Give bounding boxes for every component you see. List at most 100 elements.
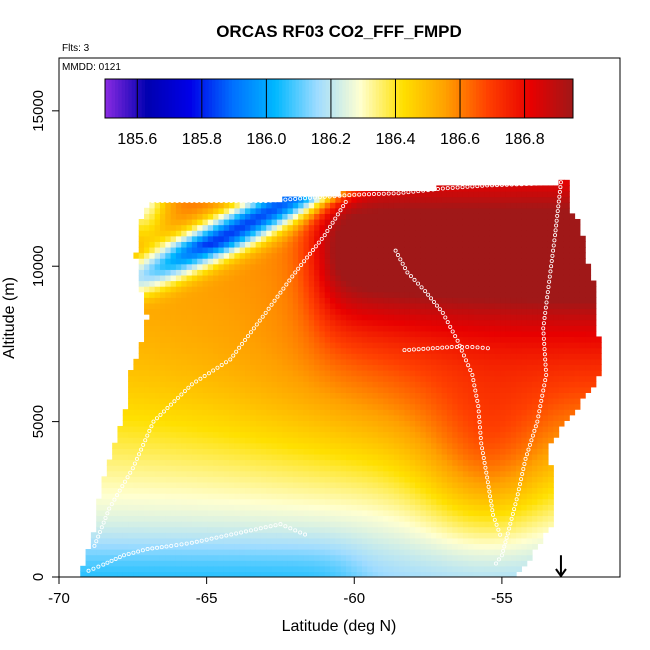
heatmap-cell: [489, 252, 496, 259]
heatmap-cell: [276, 549, 283, 556]
heatmap-cell: [106, 554, 113, 561]
heatmap-cell: [452, 330, 459, 338]
heatmap-cell: [420, 325, 427, 332]
heatmap-cell: [431, 509, 437, 517]
heatmap-cell: [202, 487, 209, 494]
heatmap-cell: [138, 269, 145, 276]
heatmap-cell: [175, 342, 182, 349]
heatmap-cell: [234, 420, 241, 427]
heatmap-cell: [388, 246, 395, 254]
heatmap-cell: [239, 549, 246, 556]
heatmap-cell: [276, 565, 283, 572]
heatmap-cell: [452, 515, 459, 522]
heatmap-cell: [377, 241, 384, 248]
heatmap-cell: [468, 403, 475, 410]
heatmap-cell: [372, 325, 379, 332]
heatmap-cell: [144, 375, 150, 382]
heatmap-cell: [117, 565, 124, 572]
heatmap-cell: [218, 202, 225, 209]
heatmap-cell: [144, 498, 150, 505]
heatmap-cell: [149, 521, 156, 528]
heatmap-cell: [133, 370, 140, 377]
heatmap-cell: [473, 470, 480, 477]
heatmap-cell: [404, 297, 411, 304]
heatmap-cell: [282, 504, 289, 511]
heatmap-cell: [292, 515, 299, 522]
heatmap-cell: [298, 515, 305, 522]
heatmap-cell: [383, 263, 390, 270]
heatmap-cell: [361, 442, 368, 449]
heatmap-cell: [276, 509, 283, 517]
heatmap-cell: [186, 493, 193, 500]
heatmap-cell: [324, 543, 331, 550]
heatmap-cell: [287, 218, 294, 226]
heatmap-cell: [245, 224, 251, 231]
heatmap-cell: [361, 453, 368, 461]
heatmap-cell: [165, 453, 172, 461]
heatmap-cell: [452, 241, 459, 248]
heatmap-cell: [324, 308, 331, 315]
heatmap-cell: [266, 207, 273, 214]
heatmap-cell: [505, 353, 512, 360]
heatmap-cell: [478, 347, 485, 354]
heatmap-cell: [372, 537, 379, 545]
heatmap-cell: [484, 213, 491, 220]
heatmap-cell: [457, 403, 464, 410]
heatmap-cell: [377, 235, 384, 242]
heatmap-cell: [446, 543, 453, 550]
heatmap-cell: [335, 364, 342, 371]
heatmap-cell: [234, 207, 241, 214]
heatmap-cell: [266, 274, 273, 282]
heatmap-cell: [346, 571, 352, 577]
heatmap-cell: [271, 314, 278, 321]
heatmap-cell: [500, 235, 507, 242]
heatmap-cell: [319, 353, 326, 360]
heatmap-cell: [255, 425, 262, 433]
heatmap-cell: [425, 330, 432, 338]
heatmap-cell: [319, 314, 326, 321]
heatmap-cell: [282, 554, 289, 561]
heatmap-cell: [409, 202, 416, 209]
heatmap-cell: [202, 515, 209, 522]
heatmap-cell: [229, 431, 235, 438]
heatmap-cell: [202, 437, 209, 444]
heatmap-cell: [170, 571, 177, 577]
heatmap-cell: [393, 291, 400, 298]
heatmap-cell: [292, 330, 299, 338]
heatmap-cell: [484, 420, 491, 427]
heatmap-cell: [335, 498, 342, 505]
heatmap-cell: [96, 571, 103, 577]
heatmap-cell: [154, 291, 161, 298]
heatmap-cell: [282, 314, 289, 321]
heatmap-cell: [452, 196, 459, 203]
heatmap-cell: [489, 213, 496, 220]
heatmap-cell: [282, 230, 289, 237]
heatmap-cell: [335, 370, 342, 377]
heatmap-cell: [340, 414, 347, 421]
heatmap-cell: [319, 565, 326, 572]
heatmap-cell: [207, 336, 214, 343]
heatmap-cell: [505, 504, 512, 511]
heatmap-cell: [239, 347, 246, 354]
heatmap-cell: [197, 409, 204, 416]
heatmap-cell: [282, 291, 289, 298]
heatmap-cell: [505, 554, 512, 561]
heatmap-cell: [420, 476, 427, 483]
heatmap-cell: [340, 381, 347, 388]
heatmap-cell: [324, 537, 331, 545]
heatmap-cell: [234, 370, 241, 377]
heatmap-cell: [122, 526, 129, 533]
heatmap-cell: [186, 509, 193, 517]
heatmap-cell: [462, 397, 469, 405]
heatmap-cell: [367, 509, 374, 517]
heatmap-cell: [96, 560, 103, 567]
heatmap-cell: [393, 297, 400, 304]
heatmap-cell: [303, 420, 310, 427]
heatmap-cell: [181, 448, 188, 455]
heatmap-cell: [335, 453, 342, 461]
heatmap-cell: [175, 336, 182, 343]
heatmap-cell: [351, 515, 358, 522]
heatmap-cell: [191, 252, 198, 259]
heatmap-cell: [330, 543, 336, 550]
heatmap-cell: [468, 280, 475, 287]
